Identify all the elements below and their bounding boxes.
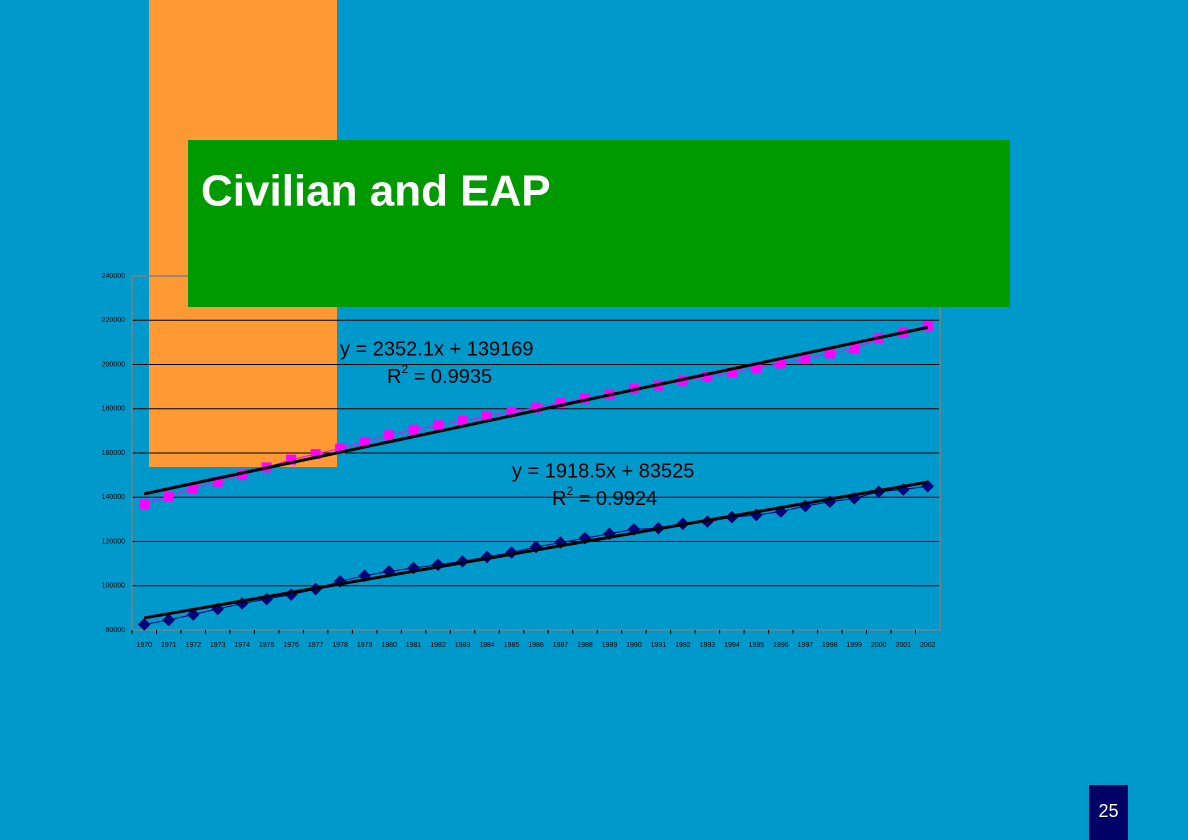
x-tick-label: 1999	[847, 642, 863, 649]
data-point	[162, 613, 176, 627]
data-point	[726, 367, 737, 378]
x-tick-label: 1972	[185, 642, 201, 649]
data-point	[286, 454, 297, 465]
data-point	[433, 420, 444, 431]
trendline	[143, 480, 929, 620]
y-tick-label: 160000	[102, 450, 125, 457]
r2-base: R	[552, 488, 566, 510]
y-tick-label: 200000	[102, 361, 125, 368]
x-tick-label: 1995	[749, 642, 765, 649]
slide-title: Civilian and EAP	[201, 167, 551, 216]
x-tick-label: 1979	[357, 642, 373, 649]
x-tick-label: 1993	[700, 642, 716, 649]
x-tick-label: 1974	[234, 642, 250, 649]
data-point	[702, 371, 713, 382]
r2-power: 2	[401, 362, 408, 376]
data-point	[237, 470, 248, 481]
x-tick-label: 1971	[161, 642, 177, 649]
data-point	[359, 436, 370, 447]
data-point	[186, 608, 200, 621]
page-number-box	[1089, 785, 1128, 840]
y-tick-label: 140000	[102, 494, 125, 501]
r2-power: 2	[566, 484, 573, 498]
r2-base: R	[387, 366, 401, 388]
x-tick-label: 1990	[626, 642, 642, 649]
data-point	[555, 398, 566, 409]
x-tick-label: 1985	[504, 642, 520, 649]
data-point	[139, 498, 150, 509]
y-tick-label: 180000	[102, 406, 125, 413]
x-tick-label: 1977	[308, 642, 324, 649]
data-point	[751, 362, 762, 373]
chart: 80000 100000 120000 140000 160000 180000 20000…	[102, 273, 941, 649]
data-point	[137, 618, 151, 631]
x-tick-label: 1973	[210, 642, 226, 649]
x-tick-label: 1986	[528, 642, 544, 649]
data-point	[188, 483, 199, 494]
trendline	[143, 325, 929, 496]
x-tick-label: 1978	[332, 642, 348, 649]
data-point	[212, 476, 223, 487]
trend-r-squared: R2 = 0.9924	[552, 484, 657, 510]
data-point	[824, 348, 835, 359]
data-point	[335, 443, 346, 454]
title-band	[188, 140, 1010, 307]
y-tick-label: 120000	[102, 538, 125, 545]
page-number: 25	[1098, 801, 1118, 821]
x-tick-label: 2002	[920, 642, 936, 649]
data-point	[531, 402, 541, 413]
data-point	[922, 320, 933, 331]
x-tick-label: 1987	[553, 642, 569, 649]
data-point	[408, 424, 419, 435]
trend-equation: y = 1918.5x + 83525	[512, 460, 694, 482]
x-tick-label: 1994	[724, 642, 740, 649]
y-tick-label: 240000	[102, 273, 125, 280]
r2-rest: = 0.9924	[573, 488, 657, 510]
x-tick-label: 1991	[651, 642, 667, 649]
x-tick-label: 2000	[871, 642, 887, 649]
x-tick-label: 1982	[430, 642, 446, 649]
x-tick-label: 1997	[798, 642, 814, 649]
data-point	[505, 546, 518, 559]
x-tick-label: 1976	[283, 642, 299, 649]
data-point	[384, 430, 395, 441]
x-tick-label: 1996	[773, 642, 789, 649]
x-tick-label: 1975	[259, 642, 275, 649]
y-tick-label: 220000	[102, 317, 125, 324]
x-tick-label: 2001	[895, 642, 911, 649]
data-point	[310, 449, 321, 460]
x-tick-label: 1998	[822, 642, 838, 649]
data-point	[382, 565, 396, 578]
y-tick-label: 80000	[106, 627, 126, 634]
data-point	[457, 415, 468, 426]
trend-r-squared: R2 = 0.9935	[387, 362, 492, 388]
x-tick-label: 1970	[136, 642, 152, 649]
data-point	[775, 358, 786, 369]
x-tick-label: 1980	[381, 642, 397, 649]
y-tick-label: 100000	[102, 583, 125, 590]
x-tick-label: 1981	[406, 642, 422, 649]
data-point	[358, 569, 371, 583]
data-point	[482, 411, 493, 422]
x-tick-label: 1983	[455, 642, 471, 649]
data-point	[677, 376, 688, 387]
r2-rest: = 0.9935	[408, 366, 492, 388]
x-tick-label: 1988	[577, 642, 593, 649]
x-tick-label: 1984	[479, 642, 495, 649]
trend-equation: y = 2352.1x + 139169	[340, 338, 534, 360]
data-point	[800, 353, 811, 364]
x-tick-label: 1989	[602, 642, 618, 649]
data-point	[163, 491, 174, 502]
data-point	[506, 407, 517, 418]
data-point	[849, 344, 860, 355]
x-tick-label: 1992	[675, 642, 691, 649]
